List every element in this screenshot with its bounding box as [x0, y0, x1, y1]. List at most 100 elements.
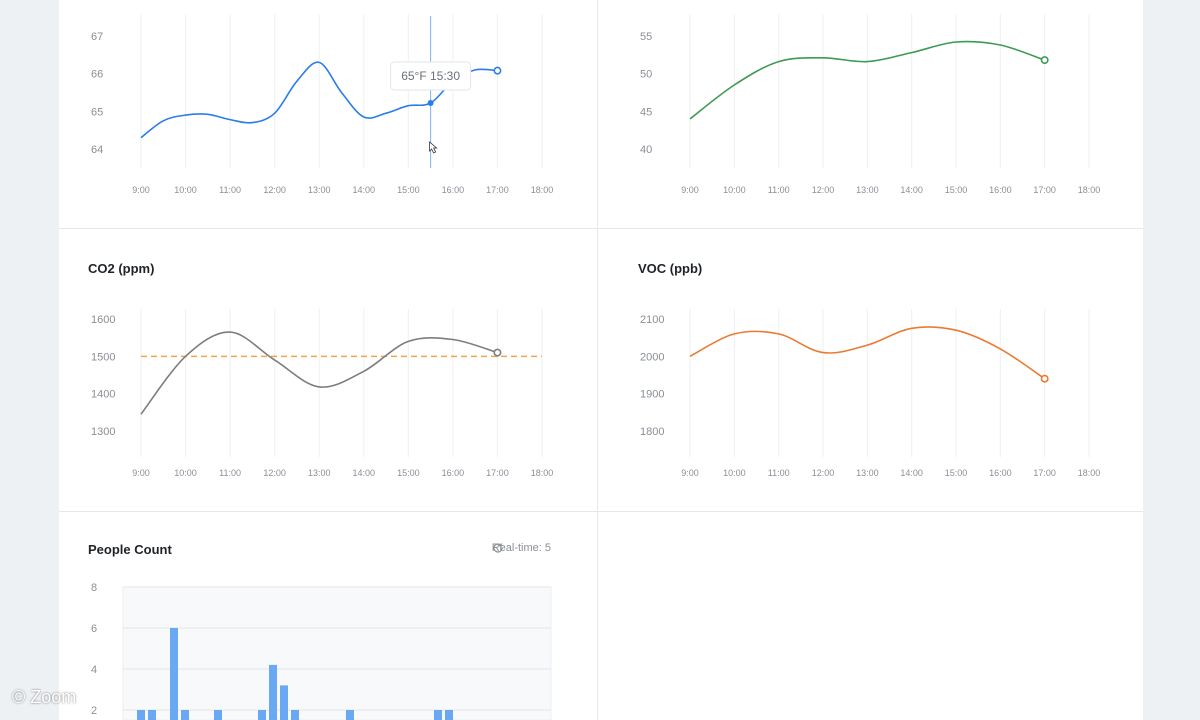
bar	[280, 685, 288, 720]
x-tick-label: 9:00	[132, 185, 150, 195]
x-tick-label: 9:00	[681, 185, 699, 195]
x-tick-label: 18:00	[1078, 185, 1101, 195]
x-tick-label: 11:00	[219, 185, 241, 195]
x-tick-label: 12:00	[263, 468, 286, 478]
people-panel: People Count Real-time: 5 2 4 6 8	[59, 512, 597, 720]
x-tick-label: 13:00	[308, 185, 331, 195]
y-tick-label: 6	[91, 623, 97, 635]
x-tick-label: 11:00	[768, 468, 790, 478]
voc-title: VOC (ppb)	[638, 261, 703, 276]
x-tick-label: 17:00	[486, 468, 509, 478]
plot-area	[122, 586, 552, 720]
x-tick-label: 14:00	[900, 468, 923, 478]
bar	[137, 710, 145, 720]
row-divider-1	[59, 228, 1143, 229]
x-tick-label: 14:00	[353, 468, 376, 478]
x-tick-label: 10:00	[723, 185, 746, 195]
tooltip: 65°F 15:30	[390, 61, 472, 91]
x-tick-label: 11:00	[768, 185, 790, 195]
x-tick-label: 16:00	[442, 468, 465, 478]
tooltip-box	[390, 61, 472, 91]
voc-chart[interactable]: 9:00 10:00 11:00 12:00 13:00 14:00 15:00 16:00 1…	[598, 229, 1143, 511]
series-end-point	[1040, 56, 1049, 65]
y-tick-label: 1600	[91, 314, 115, 326]
bar	[214, 710, 222, 720]
refresh-icon[interactable]	[492, 542, 504, 554]
y-tick-label: 1500	[91, 351, 115, 363]
x-tick-label: 17:00	[1033, 185, 1056, 195]
temperature-chart[interactable]: 9:00 10:00 11:00 12:00 13:00 14:00 15:00 16:00 1…	[59, 0, 597, 228]
y-tick-label: 65	[91, 106, 103, 118]
y-tick-label: 2	[91, 705, 97, 717]
y-tick-label: 45	[640, 106, 652, 118]
y-tick-label: 67	[91, 31, 103, 43]
x-tick-label: 13:00	[856, 468, 879, 478]
y-tick-label: 66	[91, 69, 103, 81]
series-line	[140, 61, 498, 139]
y-tick-label: 1400	[91, 389, 115, 401]
y-tick-label: 1300	[91, 426, 115, 438]
y-tick-label: 55	[640, 31, 652, 43]
bar	[269, 664, 277, 720]
co2-chart[interactable]: 9:00 10:00 11:00 12:00 13:00 14:00 15:00 16:00 1…	[59, 229, 597, 511]
x-tick-label: 10:00	[174, 185, 197, 195]
x-tick-label: 12:00	[812, 468, 835, 478]
x-tick-label: 10:00	[174, 468, 197, 478]
y-tick-label: 8	[91, 582, 97, 594]
column-divider	[597, 0, 598, 720]
x-tick-label: 15:00	[945, 468, 968, 478]
bar	[346, 710, 354, 720]
x-tick-label: 18:00	[531, 468, 554, 478]
bar	[445, 710, 453, 720]
x-tick-label: 14:00	[900, 185, 923, 195]
x-tick-label: 12:00	[263, 185, 286, 195]
y-tick-label: 4	[91, 664, 97, 676]
x-tick-label: 13:00	[308, 468, 331, 478]
x-tick-label: 15:00	[397, 185, 420, 195]
voc-panel: VOC (ppb) 9:00 10:00 11:00 12:00 13:00 14:00 1…	[598, 229, 1143, 511]
humidity-chart[interactable]: 9:00 10:00 11:00 12:00 13:00 14:00 15:00 16:00 1…	[598, 0, 1143, 228]
x-tick-label: 12:00	[812, 185, 835, 195]
bar	[291, 710, 299, 720]
x-tick-label: 9:00	[681, 468, 699, 478]
y-tick-label: 64	[91, 144, 103, 156]
x-tick-label: 16:00	[989, 468, 1012, 478]
series-line	[689, 40, 1045, 120]
series-end-point	[493, 348, 502, 357]
y-tick-label: 1900	[640, 389, 664, 401]
x-tick-label: 16:00	[442, 185, 465, 195]
series-end-point	[493, 66, 502, 75]
series-end-point	[1040, 374, 1049, 383]
zoom-watermark: © Zoom	[12, 687, 77, 707]
y-tick-label: 50	[640, 69, 652, 81]
x-tick-label: 15:00	[397, 468, 420, 478]
temperature-panel: 9:00 10:00 11:00 12:00 13:00 14:00 15:00 16:00 1…	[59, 0, 597, 228]
series-line	[140, 331, 498, 415]
humidity-panel: 9:00 10:00 11:00 12:00 13:00 14:00 15:00 16:00 1…	[598, 0, 1143, 228]
tooltip-text: 65°F 15:30	[401, 69, 460, 83]
hover-point	[427, 100, 434, 107]
y-tick-label: 40	[640, 144, 652, 156]
x-tick-label: 16:00	[989, 185, 1012, 195]
hand-cursor-icon	[429, 141, 438, 154]
realtime-label: Real-time: 5	[491, 542, 551, 554]
x-tick-label: 18:00	[1078, 468, 1101, 478]
co2-panel: CO2 (ppm) 9:00 10:00 11:00 12:00 13:00 14:00 1…	[59, 229, 597, 511]
bar	[181, 710, 189, 720]
bar	[148, 710, 156, 720]
bar	[258, 710, 266, 720]
bar	[434, 710, 442, 720]
row-divider-2	[59, 511, 1143, 512]
co2-title: CO2 (ppm)	[88, 261, 155, 276]
x-tick-label: 18:00	[531, 185, 554, 195]
x-tick-label: 9:00	[132, 468, 150, 478]
y-tick-label: 1800	[640, 426, 664, 438]
y-tick-label: 2000	[640, 351, 664, 363]
x-tick-label: 15:00	[945, 185, 968, 195]
realtime-indicator[interactable]: Real-time: 5	[492, 542, 551, 554]
people-chart[interactable]: 2 4 6 8	[59, 512, 597, 720]
y-tick-label: 2100	[640, 314, 664, 326]
x-tick-label: 11:00	[219, 468, 241, 478]
x-tick-label: 10:00	[723, 468, 746, 478]
people-title: People Count	[88, 542, 172, 557]
